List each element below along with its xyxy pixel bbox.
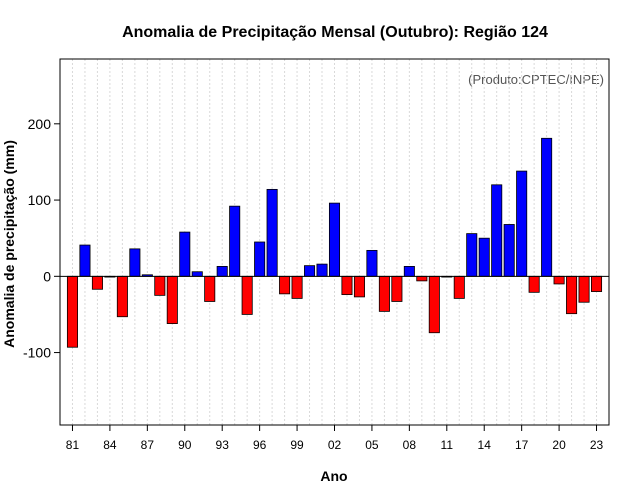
bar-2013 (466, 233, 478, 277)
bar-2005 (366, 249, 378, 277)
y-tick-label: -100 (23, 345, 51, 361)
bar-1994 (229, 205, 241, 277)
x-tick-label: 02 (328, 438, 342, 452)
bar-1988 (154, 275, 166, 296)
bar-2004 (353, 275, 365, 298)
x-tick-label: 90 (178, 438, 192, 452)
y-axis: -100 0 100 200 (23, 116, 60, 361)
bar-2003 (341, 275, 353, 296)
bar-2018 (528, 275, 540, 293)
bar-2002 (328, 202, 341, 277)
x-tick-label: 99 (290, 438, 304, 452)
bar-1989 (166, 275, 178, 324)
bar-2008 (403, 265, 415, 277)
bar-2000 (304, 265, 316, 277)
x-tick-label: 96 (253, 438, 267, 452)
bar-1981 (66, 275, 78, 348)
x-axis: 81 84 87 90 93 96 99 02 05 08 11 14 17 20 23 (66, 425, 604, 452)
chart-title: Anomalia de Precipitação Mensal (Outubro… (122, 24, 548, 41)
bar-1997 (266, 188, 278, 277)
bar-1983 (91, 275, 103, 290)
bar-2010 (428, 275, 440, 334)
x-tick-label: 11 (441, 438, 454, 452)
bar-1986 (129, 248, 141, 277)
y-axis-label: Anomalia de precipitação (mm) (1, 140, 17, 348)
x-tick-label: 20 (552, 438, 566, 452)
bar-1992 (204, 275, 216, 302)
bar-1993 (216, 265, 228, 277)
x-tick-label: 14 (478, 438, 492, 452)
bar-2019 (541, 137, 553, 277)
gridlines (71, 59, 598, 425)
x-tick-label: 23 (590, 438, 604, 452)
y-tick-label: 0 (43, 268, 51, 284)
bar-1998 (279, 275, 291, 295)
x-tick-label: 93 (216, 438, 230, 452)
bar-2022 (578, 275, 590, 303)
bar-1990 (179, 231, 191, 277)
bar-1985 (116, 275, 128, 318)
bar-2016 (503, 224, 515, 277)
bar-1999 (291, 275, 303, 299)
x-tick-label: 17 (515, 438, 529, 452)
bar-2006 (378, 275, 390, 312)
bar-2023 (591, 275, 603, 292)
y-tick-label: 200 (28, 116, 52, 132)
x-tick-label: 81 (66, 438, 80, 452)
bar-1996 (254, 241, 266, 277)
bar-2012 (453, 275, 465, 299)
bar-2009 (416, 275, 428, 282)
bar-2021 (566, 275, 578, 315)
bar-2017 (516, 170, 528, 277)
bar-2001 (316, 263, 328, 277)
bar-2020 (553, 275, 565, 285)
x-tick-label: 84 (103, 438, 117, 452)
bar-2007 (391, 275, 403, 302)
bar-1982 (79, 244, 91, 277)
y-tick-label: 100 (28, 192, 52, 208)
bar-2014 (478, 237, 490, 277)
x-tick-label: 87 (141, 438, 155, 452)
bars (66, 137, 603, 348)
bar-1991 (191, 271, 203, 277)
x-axis-label: Ano (320, 468, 347, 484)
x-tick-label: 05 (365, 438, 379, 452)
bar-1995 (241, 275, 253, 315)
bar-2015 (491, 184, 503, 277)
x-tick-label: 08 (403, 438, 417, 452)
source-annotation: (Produto:CPTEC/INPE) (468, 72, 604, 87)
